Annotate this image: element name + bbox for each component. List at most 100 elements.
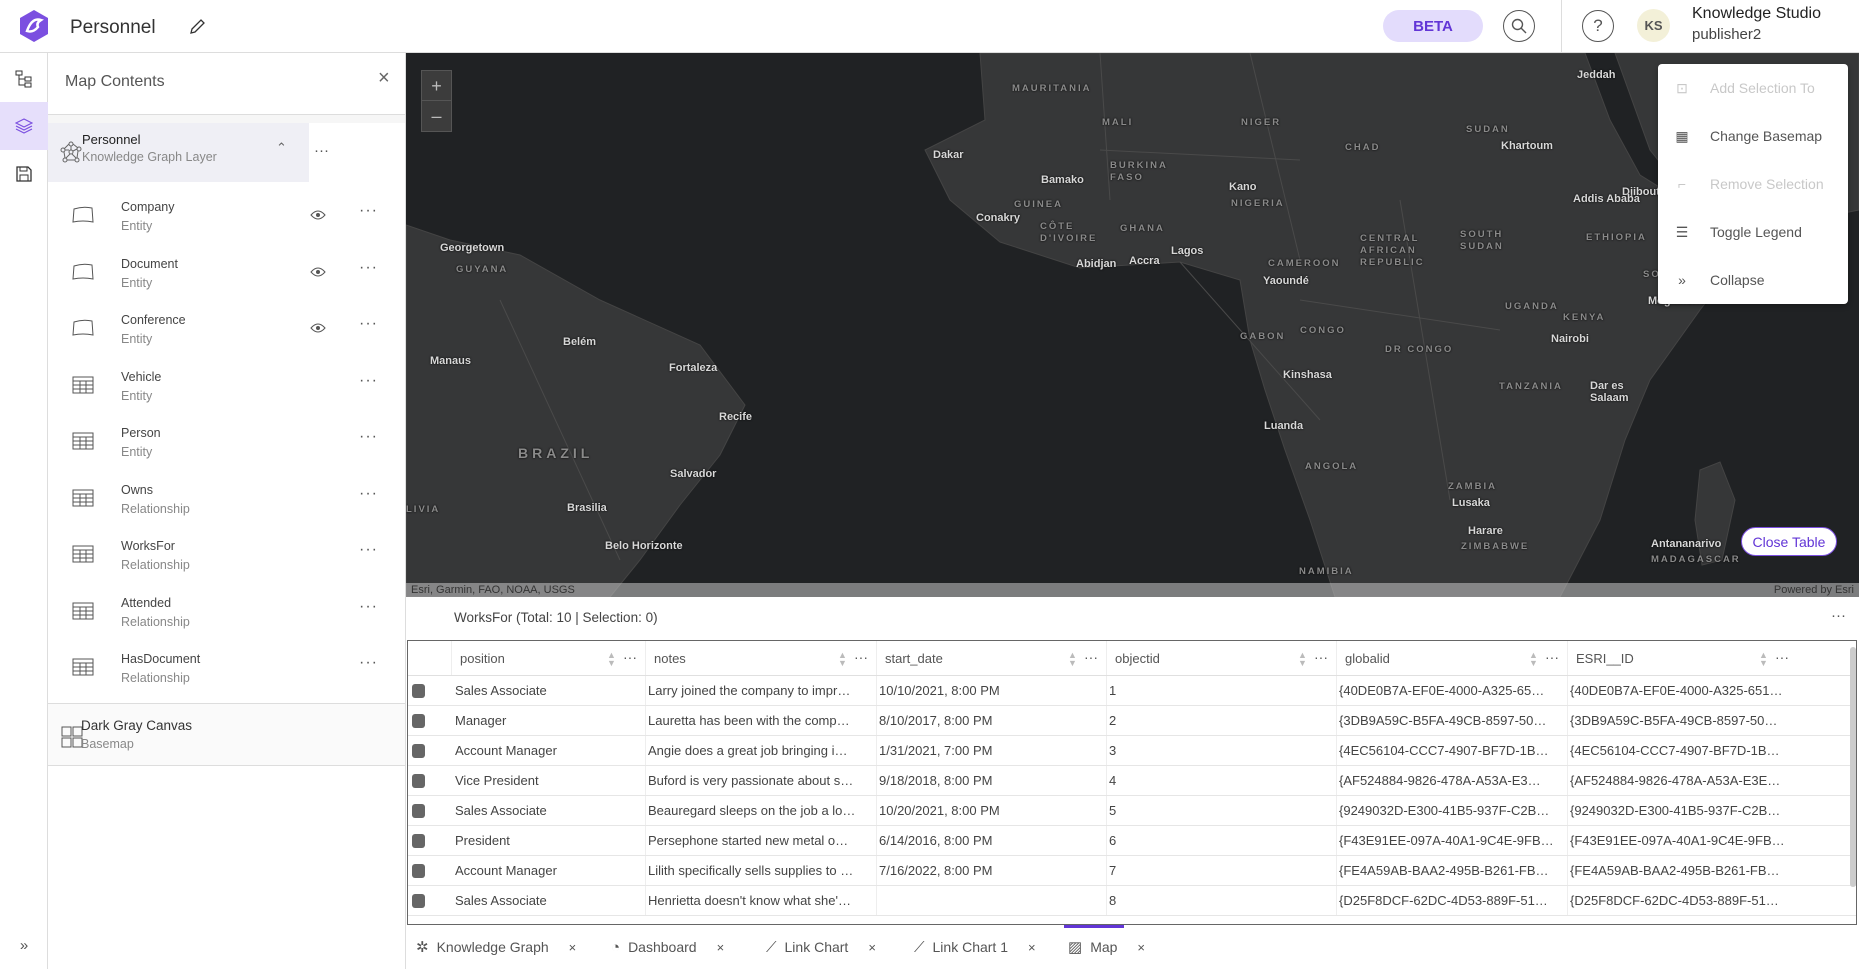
layer-item[interactable]: Attended Relationship ···: [48, 586, 404, 642]
layer-item[interactable]: Owns Relationship ···: [48, 473, 404, 529]
help-button[interactable]: ?: [1582, 10, 1614, 42]
close-tab-button[interactable]: ×: [1137, 939, 1146, 955]
knowledge-graph-layer-row[interactable]: Personnel Knowledge Graph Layer: [48, 123, 309, 182]
zoom-out-button[interactable]: –: [431, 106, 442, 126]
layer-item[interactable]: Conference Entity ···: [48, 303, 404, 359]
row-select-checkbox[interactable]: [412, 834, 425, 848]
table-row[interactable]: Account Manager Angie does a great job br…: [408, 736, 1856, 766]
layer-item[interactable]: WorksFor Relationship ···: [48, 529, 404, 585]
layer-item[interactable]: Vehicle Entity ···: [48, 360, 404, 416]
sort-icon[interactable]: ▲ ▼: [1759, 650, 1768, 668]
table-cell-start_date: 1/31/2021, 7:00 PM: [876, 736, 1106, 765]
close-tab-button[interactable]: ×: [568, 939, 577, 955]
tab-dashboard[interactable]: ◔ Dashboard ×: [611, 925, 724, 969]
layer-item-more-button[interactable]: ···: [359, 258, 378, 276]
layer-item-more-button[interactable]: ···: [359, 202, 378, 219]
table-row[interactable]: Sales Associate Henrietta doesn't know wh…: [408, 886, 1856, 916]
table-row[interactable]: Manager Lauretta has been with the comp… 8…: [408, 706, 1856, 736]
search-button[interactable]: [1503, 10, 1535, 42]
rail-hierarchy-button[interactable]: [0, 55, 48, 103]
tab-label: Link Chart: [784, 939, 849, 955]
visibility-eye-icon[interactable]: [310, 208, 326, 226]
knowledge-graph-icon: ✲: [416, 939, 429, 956]
zoom-in-button[interactable]: +: [422, 71, 451, 101]
layer-item[interactable]: HasDocument Relationship ···: [48, 642, 404, 698]
table-scrollbar[interactable]: [1850, 647, 1856, 887]
row-select-checkbox[interactable]: [412, 714, 425, 728]
sort-icon[interactable]: ▲ ▼: [1529, 650, 1538, 668]
tab-link-chart[interactable]: ⟋ Link Chart ×: [766, 925, 876, 969]
layer-item-more-button[interactable]: ···: [359, 315, 378, 332]
layer-item[interactable]: Company Entity ···: [48, 190, 404, 246]
table-row[interactable]: Sales Associate Beauregard sleeps on the …: [408, 796, 1856, 826]
table-cell-objectid: 2: [1106, 706, 1336, 735]
row-select-checkbox[interactable]: [412, 894, 425, 908]
layer-item-more-button[interactable]: ···: [359, 484, 378, 502]
row-select-checkbox[interactable]: [412, 684, 425, 698]
table-row-partial[interactable]: [408, 916, 1856, 924]
close-table-button[interactable]: Close Table: [1741, 527, 1837, 556]
tab-knowledge-graph[interactable]: ✲ Knowledge Graph ×: [416, 925, 576, 969]
close-tab-button[interactable]: ×: [1028, 939, 1036, 955]
menu-item-change-basemap[interactable]: ▦ Change Basemap: [1658, 112, 1848, 160]
tab-map[interactable]: ▨ Map ×: [1064, 925, 1146, 969]
menu-item-toggle-legend[interactable]: ☰ Toggle Legend: [1658, 208, 1848, 256]
map-view[interactable]: MAURITANIA MALI NIGER CHAD SUDAN Khartoum Jedd…: [406, 53, 1859, 597]
tab-link-chart-1[interactable]: ⟋ Link Chart 1 ×: [914, 925, 1036, 969]
collapse-layer-chevron-up-icon[interactable]: ⌃: [276, 140, 287, 155]
column-more-button[interactable]: ···: [623, 649, 637, 665]
app-logo-icon[interactable]: [18, 9, 50, 48]
avatar[interactable]: KS: [1637, 9, 1670, 42]
table-row[interactable]: Vice President Buford is very passionate …: [408, 766, 1856, 796]
menu-item-collapse[interactable]: » Collapse: [1658, 256, 1848, 304]
layer-item-more-button[interactable]: ···: [359, 541, 378, 558]
layer-more-button[interactable]: ···: [314, 142, 329, 159]
table-more-button[interactable]: ···: [1831, 607, 1846, 624]
column-header[interactable]: globalid: [1336, 641, 1567, 675]
table-row[interactable]: Account Manager Lilith specifically sells…: [408, 856, 1856, 886]
layer-item-name: Company: [121, 200, 175, 214]
table-row[interactable]: Sales Associate Larry joined the company …: [408, 676, 1856, 706]
sort-icon[interactable]: ▲ ▼: [838, 650, 847, 668]
layer-item[interactable]: Document Entity ···: [48, 247, 404, 303]
layer-item-more-button[interactable]: ···: [359, 654, 378, 671]
table-cell-esri__id: {AF524884-9826-478A-A53A-E3E…: [1567, 766, 1797, 795]
row-select-checkbox[interactable]: [412, 864, 425, 878]
layer-item-more-button[interactable]: ···: [359, 428, 378, 445]
close-panel-button[interactable]: ×: [378, 67, 390, 89]
map-label: ZAMBIA: [1448, 481, 1497, 492]
visibility-eye-icon[interactable]: [310, 321, 326, 339]
column-header[interactable]: position: [451, 641, 645, 675]
column-header[interactable]: objectid: [1106, 641, 1336, 675]
sort-icon[interactable]: ▲ ▼: [1068, 650, 1077, 668]
sort-icon[interactable]: ▲ ▼: [1298, 650, 1307, 668]
visibility-eye-icon[interactable]: [310, 265, 326, 283]
layer-item[interactable]: Person Entity ···: [48, 416, 404, 472]
column-more-button[interactable]: ···: [1775, 649, 1789, 665]
basemap-row[interactable]: Dark Gray Canvas Basemap: [48, 704, 405, 766]
edit-title-pencil-icon[interactable]: [188, 18, 206, 41]
map-label: Dakar: [933, 149, 964, 161]
rail-save-button[interactable]: [0, 150, 48, 198]
column-header[interactable]: ESRI__ID: [1567, 641, 1797, 675]
close-tab-button[interactable]: ×: [868, 939, 876, 955]
column-more-button[interactable]: ···: [1314, 649, 1328, 665]
row-select-checkbox[interactable]: [412, 804, 425, 818]
powered-by-text[interactable]: Powered by Esri: [1773, 584, 1854, 596]
column-more-button[interactable]: ···: [1084, 649, 1098, 665]
table-title: WorksFor (Total: 10 | Selection: 0): [454, 610, 658, 625]
sort-icon[interactable]: ▲ ▼: [607, 650, 616, 668]
expand-rail-button[interactable]: »: [0, 921, 48, 969]
column-more-button[interactable]: ···: [854, 649, 868, 665]
layer-item-more-button[interactable]: ···: [359, 371, 378, 389]
column-header[interactable]: start_date: [876, 641, 1106, 675]
row-select-checkbox[interactable]: [412, 774, 425, 788]
column-header[interactable]: notes: [645, 641, 876, 675]
table-cell-objectid: 5: [1106, 796, 1336, 825]
column-more-button[interactable]: ···: [1545, 649, 1559, 665]
rail-layers-button[interactable]: [0, 102, 48, 150]
close-tab-button[interactable]: ×: [716, 939, 725, 955]
table-row[interactable]: President Persephone started new metal o……: [408, 826, 1856, 856]
row-select-checkbox[interactable]: [412, 744, 425, 758]
layer-item-more-button[interactable]: ···: [359, 597, 378, 615]
